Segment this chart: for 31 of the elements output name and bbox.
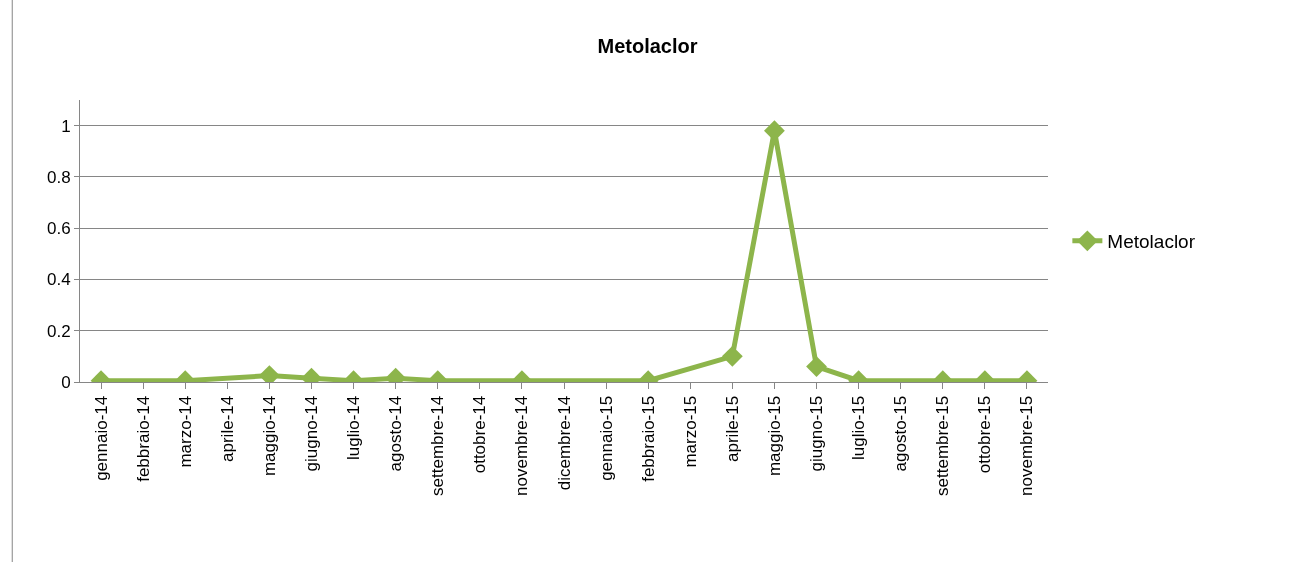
x-tick-label: novembre-14 — [512, 395, 532, 496]
chart-title: Metolaclor — [597, 35, 698, 58]
x-tick-label: gennaio-14 — [91, 395, 111, 481]
x-tick-label: ottobre-15 — [975, 395, 995, 474]
x-tick-label: ottobre-14 — [470, 395, 490, 474]
x-tick-label: maggio-15 — [764, 395, 784, 477]
y-tick-label: 0.2 — [46, 321, 71, 341]
legend-label: Metolaclor — [1107, 231, 1196, 253]
x-tick-label: luglio-14 — [344, 395, 364, 461]
x-tick-label: luglio-15 — [849, 395, 869, 461]
y-tick-label: 0 — [61, 372, 71, 392]
x-tick-label: dicembre-14 — [554, 395, 574, 491]
y-tick-label: 0.6 — [46, 219, 71, 239]
x-tick-label: agosto-14 — [386, 395, 406, 472]
x-tick-label: settembre-14 — [428, 395, 448, 496]
y-tick-label: 0.4 — [46, 270, 71, 290]
x-tick-label: marzo-15 — [680, 395, 700, 468]
y-tick-label: 1 — [61, 116, 71, 136]
x-tick-label: febbraio-15 — [638, 395, 658, 482]
x-tick-label: giugno-15 — [807, 395, 827, 472]
x-tick-label: marzo-14 — [175, 395, 195, 468]
x-tick-label: aprile-14 — [217, 395, 237, 462]
x-tick-label: novembre-15 — [1017, 395, 1037, 496]
x-tick-label: aprile-15 — [722, 395, 742, 462]
x-tick-label: agosto-15 — [891, 395, 911, 472]
y-tick-label: 0.8 — [46, 167, 71, 187]
x-tick-label: maggio-14 — [259, 395, 279, 477]
x-tick-label: giugno-14 — [302, 395, 322, 472]
x-tick-label: gennaio-15 — [596, 395, 616, 481]
x-tick-label: febbraio-14 — [133, 395, 153, 482]
x-tick-label: settembre-15 — [933, 395, 953, 496]
